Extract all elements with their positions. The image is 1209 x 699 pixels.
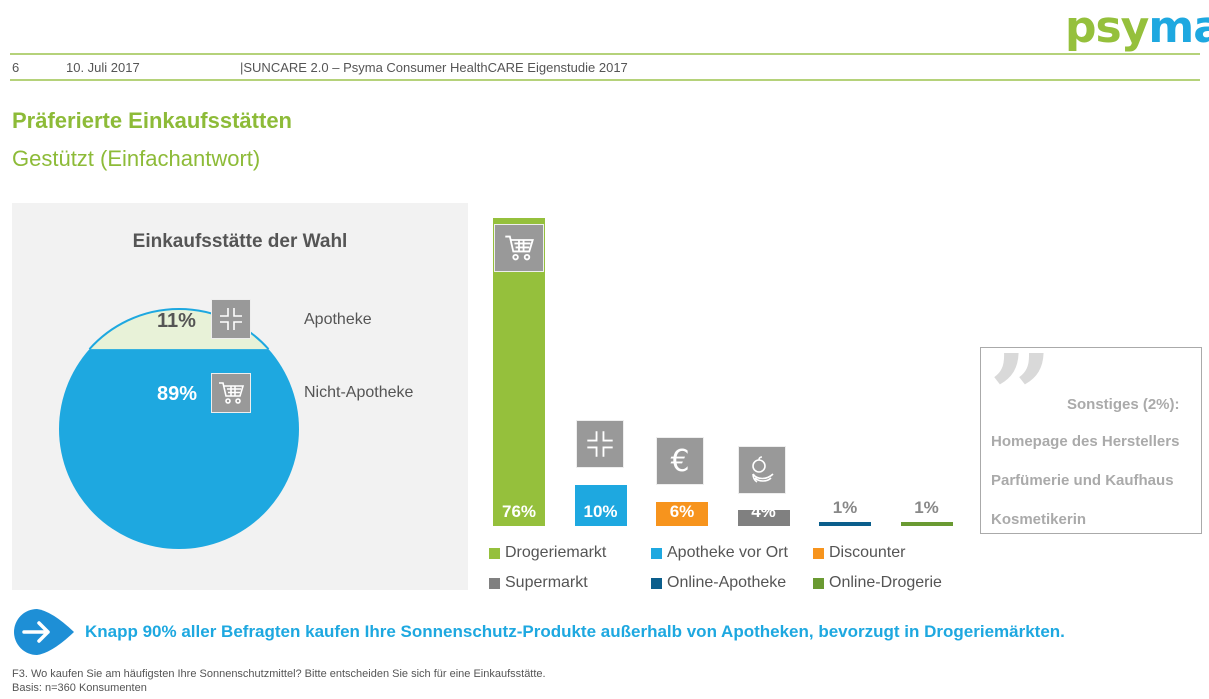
bar-apotheke-vor-ort [574, 485, 627, 526]
study-title: |SUNCARE 2.0 – Psyma Consumer HealthCARE… [240, 60, 628, 75]
legend-label: Drogeriemarkt [505, 544, 607, 561]
bar-online-drogerie [900, 521, 953, 526]
pie-slice-nicht-apotheke [59, 309, 299, 549]
bar-supermarkt [737, 509, 790, 526]
footnote-question: F3. Wo kaufen Sie am häufigsten Ihre Son… [12, 668, 546, 680]
other-heading: Sonstiges (2%): [1067, 396, 1180, 413]
legend-label: Supermarkt [505, 574, 588, 591]
page-title: Präferierte Einkaufsstätten [12, 108, 292, 133]
pie-label-nicht-apotheke-value: 89% [157, 383, 198, 405]
bar-icon-shopping-cart [494, 224, 544, 272]
bar-value-label: 1% [914, 497, 939, 517]
bar-chart: 76% 10% 6% 4% 1% 1% [480, 210, 970, 530]
legend-item: Apotheke vor Ort [651, 544, 788, 562]
pharmacy-cross-icon [211, 299, 251, 339]
other-item: Kosmetikerin [991, 511, 1087, 528]
shopping-cart-icon [211, 373, 251, 413]
bar-icon-euro: € [656, 437, 704, 485]
page-subtitle: Gestützt (Einfachantwort) [12, 146, 261, 171]
footnote-basis: Basis: n=360 Konsumenten [12, 682, 147, 694]
legend-swatch [489, 547, 500, 559]
legend-item: Discounter [813, 544, 905, 562]
bar-discounter [656, 501, 708, 526]
header-divider-bottom [10, 79, 1200, 81]
legend-label: Online-Apotheke [667, 574, 787, 591]
bar-value-label: 76% [501, 502, 537, 521]
legend-item: Online-Apotheke [651, 574, 786, 592]
bar-icon-fruit [738, 446, 786, 494]
bar-value-label: 4% [751, 502, 776, 521]
legend-swatch [813, 577, 824, 589]
legend-item: Supermarkt [489, 574, 588, 592]
bar-value-label: 6% [669, 502, 695, 521]
report-date: 10. Juli 2017 [66, 60, 140, 75]
bar-value-label: 1% [832, 497, 858, 517]
bar-value-label: 10% [583, 502, 618, 521]
other-sources-box: ” Sonstiges (2%): Homepage des Herstelle… [980, 340, 1202, 534]
legend-swatch [651, 547, 662, 559]
other-item: Homepage des Herstellers [991, 433, 1180, 450]
conclusion-text: Knapp 90% aller Befragten kaufen Ihre So… [85, 622, 1065, 641]
legend-item: Online-Drogerie [813, 574, 942, 592]
legend-swatch [813, 547, 824, 559]
arrow-right-icon [14, 609, 74, 655]
quote-icon: ” [989, 330, 1053, 459]
legend-label: Apotheke vor Ort [667, 544, 788, 561]
legend-swatch [651, 577, 662, 589]
pie-chart-panel: Einkaufsstätte der Wahl 11% Apotheke 89%… [12, 203, 468, 590]
legend-label: Discounter [829, 544, 906, 561]
logo-part2: ma [1148, 2, 1209, 53]
page-number: 6 [12, 60, 20, 75]
legend-item: Drogeriemarkt [489, 544, 606, 562]
pie-label-apotheke-value: 11% [157, 310, 196, 332]
pie-legend-nicht-apotheke: Nicht-Apotheke [304, 384, 414, 401]
psyma-logo: psyma [1065, 2, 1209, 53]
logo-part1: psy [1065, 2, 1149, 53]
legend-swatch [489, 577, 500, 589]
pie-legend-apotheke: Apotheke [304, 311, 372, 328]
other-item: Parfümerie und Kaufhaus [991, 472, 1174, 489]
pie-chart-title: Einkaufsstätte der Wahl [132, 231, 348, 252]
bar-online-apotheke [819, 521, 871, 526]
legend-label: Online-Drogerie [829, 574, 942, 591]
header-divider-top [10, 53, 1200, 55]
bar-icon-pharmacy-cross [576, 420, 624, 468]
